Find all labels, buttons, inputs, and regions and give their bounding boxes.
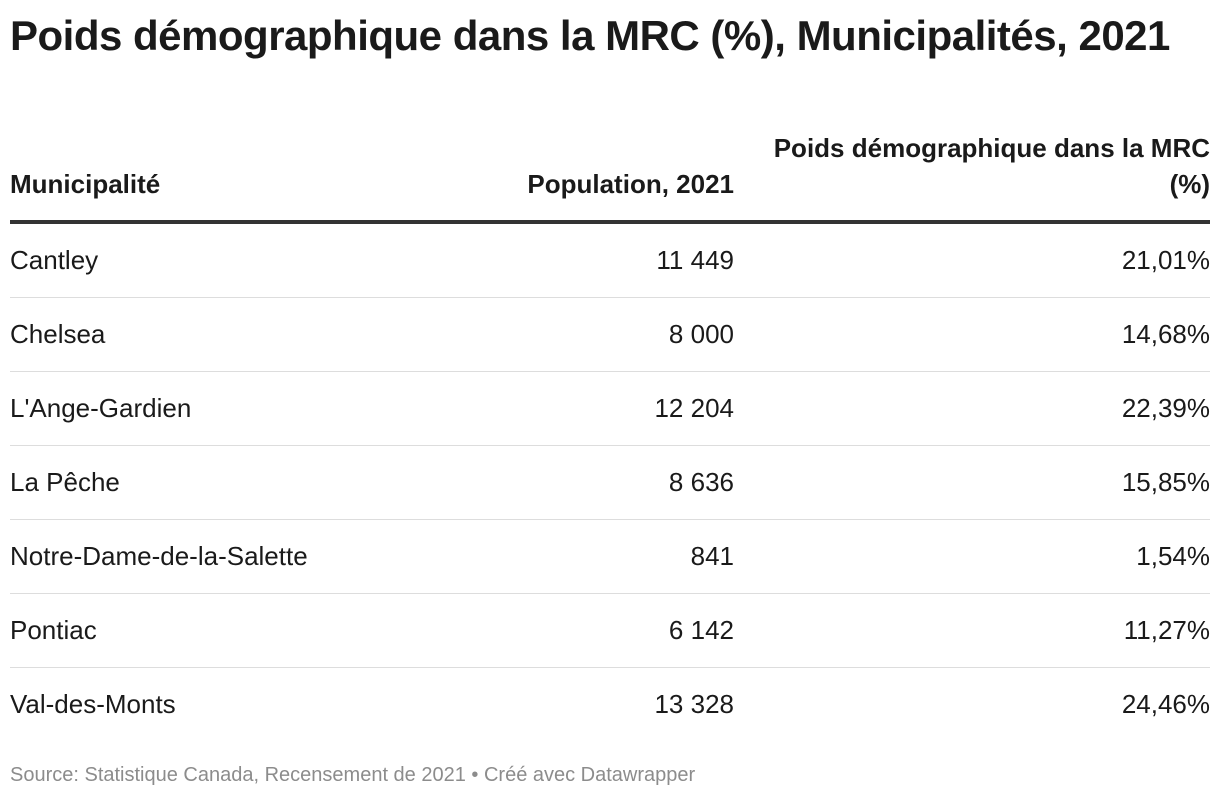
column-header-population[interactable]: Population, 2021 [442,112,734,224]
table-row: Chelsea 8 000 14,68% [10,297,1210,372]
column-header-municipalite[interactable]: Municipalité [10,112,442,224]
cell-poids: 24,46% [1121,689,1210,719]
table-row: Notre-Dame-de-la-Salette 841 1,54% [10,519,1210,594]
cell-poids: 14,68% [734,297,1210,372]
cell-population: 841 [442,519,734,594]
table-header: Municipalité Population, 2021 Poids démo… [10,112,1210,224]
source-note: Source: Statistique Canada, Recensement … [10,764,696,786]
cell-municipalite: La Pêche [10,445,442,520]
table-body: Cantley 11 449 21,01% Chelsea 8 000 14,6… [10,222,1210,741]
cell-municipalite: Notre-Dame-de-la-Salette [10,519,442,594]
cell-poids: 22,39% [734,371,1210,446]
data-table: Municipalité Population, 2021 Poids démo… [10,112,1210,741]
table-row: Val-des-Monts 13 328 24,46% [10,668,1210,742]
table-row: La Pêche 8 636 15,85% [10,445,1210,520]
cell-population: 12 204 [442,371,734,446]
cell-population: 6 142 [442,593,734,668]
cell-municipalite: Chelsea [10,297,442,372]
table-row: L'Ange-Gardien 12 204 22,39% [10,371,1210,446]
cell-municipalite: Val-des-Monts [10,689,176,719]
column-header-poids[interactable]: Poids démographique dans la MRC (%) [734,112,1210,224]
cell-poids: 1,54% [734,519,1210,594]
chart-title: Poids démographique dans la MRC (%), Mun… [10,12,1170,59]
cell-population: 8 000 [442,297,734,372]
cell-municipalite: Pontiac [10,593,442,668]
cell-population: 8 636 [442,445,734,520]
cell-poids: 15,85% [734,445,1210,520]
cell-population: 11 449 [442,222,734,298]
table-row: Cantley 11 449 21,01% [10,222,1210,298]
table-row: Pontiac 6 142 11,27% [10,593,1210,668]
cell-municipalite: Cantley [10,222,442,298]
cell-municipalite: L'Ange-Gardien [10,371,442,446]
cell-population: 13 328 [654,689,734,719]
cell-poids: 11,27% [734,593,1210,668]
header-row: Municipalité Population, 2021 Poids démo… [10,112,1210,224]
cell-poids: 21,01% [734,222,1210,298]
